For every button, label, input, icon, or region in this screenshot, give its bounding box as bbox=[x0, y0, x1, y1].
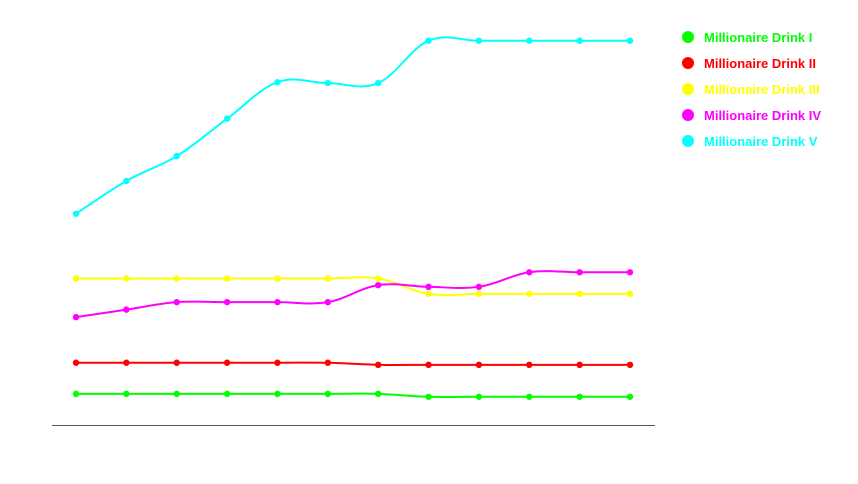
data-point[interactable] bbox=[626, 393, 634, 400]
data-point[interactable] bbox=[374, 275, 382, 282]
legend-item[interactable]: Millionaire Drink I bbox=[682, 24, 821, 50]
legend: Millionaire Drink I Millionaire Drink II… bbox=[682, 24, 821, 154]
data-point[interactable] bbox=[274, 390, 281, 398]
data-point[interactable] bbox=[72, 313, 80, 321]
legend-marker-icon bbox=[682, 109, 694, 121]
data-point[interactable] bbox=[173, 152, 180, 160]
data-point[interactable] bbox=[626, 37, 634, 44]
data-point[interactable] bbox=[526, 361, 533, 369]
data-point[interactable] bbox=[123, 177, 130, 185]
data-point[interactable] bbox=[223, 115, 231, 122]
data-point[interactable] bbox=[526, 393, 533, 400]
data-point[interactable] bbox=[123, 275, 130, 282]
series-layer bbox=[72, 36, 634, 400]
data-point[interactable] bbox=[72, 359, 80, 366]
legend-label: Millionaire Drink V bbox=[704, 133, 818, 149]
data-point[interactable] bbox=[475, 283, 483, 291]
legend-marker-icon bbox=[682, 31, 694, 43]
data-point[interactable] bbox=[223, 359, 231, 366]
legend-marker-icon bbox=[682, 57, 694, 69]
data-point[interactable] bbox=[223, 298, 231, 306]
data-point[interactable] bbox=[173, 275, 180, 282]
series-line bbox=[76, 361, 630, 366]
data-point[interactable] bbox=[475, 290, 483, 298]
data-point[interactable] bbox=[72, 210, 80, 217]
series-line bbox=[75, 392, 630, 399]
legend-label: Millionaire Drink II bbox=[704, 55, 816, 71]
legend-marker-icon bbox=[682, 135, 694, 147]
series-line bbox=[75, 276, 630, 297]
data-point[interactable] bbox=[324, 79, 332, 87]
data-point[interactable] bbox=[173, 390, 180, 398]
data-point[interactable] bbox=[475, 393, 483, 400]
data-point[interactable] bbox=[374, 79, 382, 87]
data-point[interactable] bbox=[324, 359, 332, 366]
data-point[interactable] bbox=[374, 390, 382, 398]
data-point[interactable] bbox=[425, 37, 432, 44]
legend-label: Millionaire Drink III bbox=[704, 81, 820, 97]
data-point[interactable] bbox=[626, 361, 634, 369]
legend-item[interactable]: Millionaire Drink V bbox=[682, 128, 821, 154]
data-point[interactable] bbox=[374, 361, 382, 369]
data-point[interactable] bbox=[626, 269, 634, 276]
series-line bbox=[75, 270, 630, 319]
data-point[interactable] bbox=[425, 290, 432, 298]
legend-item[interactable]: Millionaire Drink II bbox=[682, 50, 821, 76]
data-point[interactable] bbox=[173, 359, 180, 366]
legend-marker-icon bbox=[682, 83, 694, 95]
data-point[interactable] bbox=[576, 37, 583, 44]
data-point[interactable] bbox=[274, 79, 281, 86]
legend-item[interactable]: Millionaire Drink III bbox=[682, 76, 821, 102]
data-point[interactable] bbox=[576, 269, 583, 276]
legend-label: Millionaire Drink IV bbox=[704, 107, 822, 123]
data-point[interactable] bbox=[526, 290, 533, 298]
data-point[interactable] bbox=[374, 281, 382, 289]
data-point[interactable] bbox=[576, 393, 583, 400]
data-point[interactable] bbox=[626, 290, 634, 298]
data-point[interactable] bbox=[123, 390, 130, 398]
data-point[interactable] bbox=[576, 290, 583, 298]
data-point[interactable] bbox=[72, 275, 80, 282]
data-point[interactable] bbox=[526, 37, 533, 44]
data-point[interactable] bbox=[324, 390, 332, 398]
data-point[interactable] bbox=[475, 361, 483, 369]
data-point[interactable] bbox=[274, 359, 281, 366]
data-point[interactable] bbox=[223, 390, 231, 398]
data-point[interactable] bbox=[123, 306, 130, 313]
data-point[interactable] bbox=[425, 283, 432, 291]
data-point[interactable] bbox=[324, 275, 332, 282]
data-point[interactable] bbox=[274, 275, 281, 282]
data-point[interactable] bbox=[425, 361, 432, 369]
data-point[interactable] bbox=[123, 359, 130, 366]
legend-item[interactable]: Millionaire Drink IV bbox=[682, 102, 821, 128]
legend-label: Millionaire Drink I bbox=[704, 29, 813, 45]
data-point[interactable] bbox=[425, 393, 432, 400]
data-point[interactable] bbox=[72, 390, 80, 398]
data-point[interactable] bbox=[475, 37, 483, 44]
data-point[interactable] bbox=[526, 269, 533, 276]
data-point[interactable] bbox=[576, 361, 583, 369]
data-point[interactable] bbox=[223, 275, 231, 282]
data-point[interactable] bbox=[274, 298, 281, 306]
data-point[interactable] bbox=[173, 298, 180, 306]
series-line bbox=[75, 36, 630, 215]
data-point[interactable] bbox=[324, 298, 332, 306]
